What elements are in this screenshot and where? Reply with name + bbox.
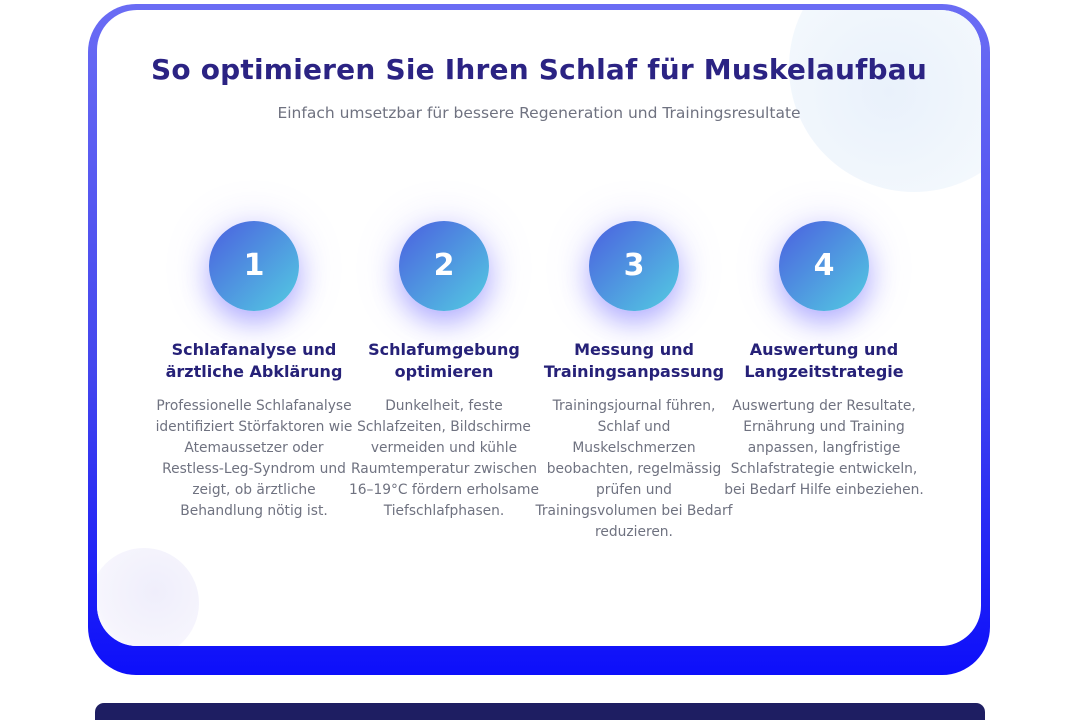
step-item-2: 2 Schlafumgebung optimieren Dunkelheit, … bbox=[349, 220, 539, 543]
bottom-page-edge-bar bbox=[95, 703, 985, 720]
step-number-badge: 4 bbox=[779, 220, 869, 311]
page-subtitle: Einfach umsetzbar für bessere Regenerati… bbox=[277, 104, 801, 122]
step-number-badge: 2 bbox=[399, 220, 489, 311]
step-description: Dunkelheit, feste Schlafzeiten, Bildschi… bbox=[349, 398, 539, 519]
card-content: So optimieren Sie Ihren Schlaf für Muske… bbox=[97, 10, 981, 646]
step-title: Auswertung und Langzeitstrategie bbox=[744, 339, 904, 382]
decor-circle-bottom-left bbox=[97, 548, 199, 646]
step-title: Messung und Trainingsanpassung bbox=[543, 339, 725, 382]
step-title: Schlafumgebung optimieren bbox=[368, 339, 520, 382]
step-description: Professionelle Schlafanalyse identifizie… bbox=[155, 398, 353, 519]
step-description: Trainingsjournal führen, Schlaf und Musk… bbox=[535, 398, 733, 540]
step-item-3: 3 Messung und Trainingsanpassung Trainin… bbox=[535, 220, 733, 543]
step-description: Auswertung der Resultate, Ernährung und … bbox=[724, 398, 924, 498]
step-item-4: 4 Auswertung und Langzeitstrategie Auswe… bbox=[724, 220, 924, 543]
step-title: Schlafanalyse und ärztliche Abklärung bbox=[165, 339, 343, 382]
steps-row: 1 Schlafanalyse und ärztliche Abklärung … bbox=[97, 220, 981, 543]
card-frame-border: So optimieren Sie Ihren Schlaf für Muske… bbox=[88, 4, 990, 675]
step-number-badge: 1 bbox=[209, 220, 299, 311]
content-card: So optimieren Sie Ihren Schlaf für Muske… bbox=[97, 10, 981, 646]
step-item-1: 1 Schlafanalyse und ärztliche Abklärung … bbox=[156, 220, 352, 543]
page-title: So optimieren Sie Ihren Schlaf für Muske… bbox=[151, 53, 927, 86]
step-number-badge: 3 bbox=[589, 220, 679, 311]
